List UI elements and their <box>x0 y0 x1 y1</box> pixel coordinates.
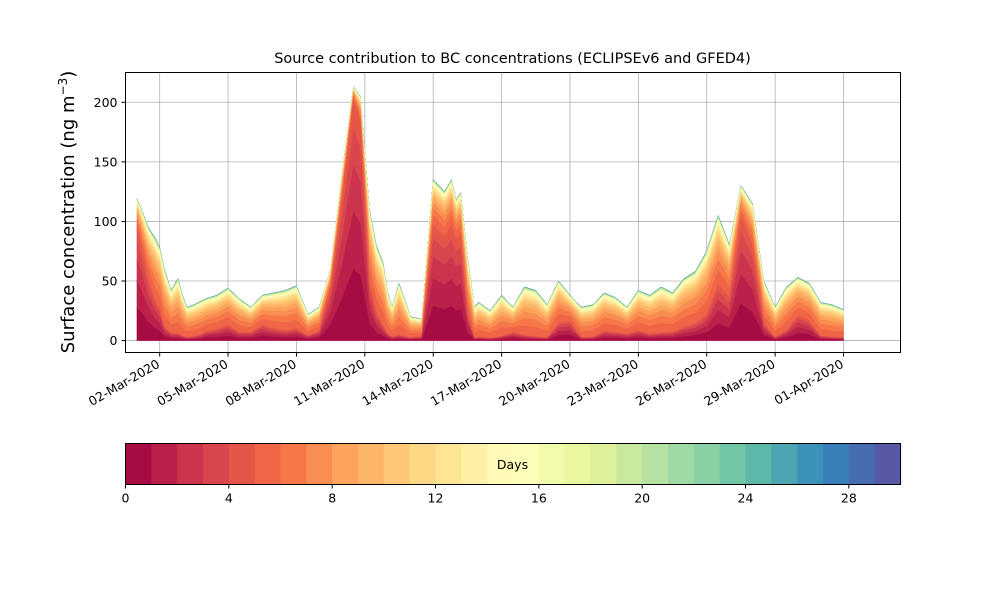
y-tick-label: 150 <box>94 154 118 169</box>
area-band-day-0 <box>136 268 844 341</box>
colorbar-bin <box>280 443 307 485</box>
colorbar-tick-label: 0 <box>122 491 130 506</box>
x-tick-label: 20-Mar-2020 <box>496 356 572 409</box>
x-tick-label: 01-Apr-2020 <box>772 356 846 408</box>
colorbar-bin <box>642 443 669 485</box>
colorbar-label: Days <box>497 457 528 472</box>
colorbar-bin <box>719 443 747 485</box>
colorbar-bin <box>668 443 695 485</box>
colorbar-bin <box>435 443 462 485</box>
x-tick-label: 02-Mar-2020 <box>86 356 162 409</box>
x-tick-label: 08-Mar-2020 <box>223 356 299 409</box>
x-tick-label: 17-Mar-2020 <box>428 356 504 409</box>
colorbar-tick-label: 4 <box>225 491 233 506</box>
colorbar-bin <box>228 443 256 485</box>
y-tick-label: 0 <box>110 333 118 348</box>
y-tick-label: 50 <box>102 274 118 289</box>
plot-frame <box>125 72 901 353</box>
colorbar-bin <box>874 443 902 485</box>
colorbar-bin <box>590 443 617 485</box>
colorbar <box>125 443 902 485</box>
colorbar-tick-label: 24 <box>738 491 754 506</box>
colorbar-bin <box>693 443 721 485</box>
colorbar-ticks: 0 4 8 12 16 20 24 28 <box>122 484 857 506</box>
colorbar-bin <box>745 443 772 485</box>
colorbar-bin <box>254 443 282 485</box>
colorbar-bin <box>823 443 850 485</box>
colorbar-bin <box>616 443 643 485</box>
colorbar-bin <box>564 443 592 485</box>
colorbar-frame <box>125 443 901 485</box>
y-axis-label-close: ) <box>58 71 79 78</box>
stacked-areas <box>136 86 844 341</box>
colorbar-bin <box>513 443 540 485</box>
y-axis-label-main: Surface concentration (ng m <box>58 95 79 353</box>
colorbar-bin <box>797 443 824 485</box>
x-tick-label: 26-Mar-2020 <box>633 356 709 409</box>
x-tick-label: 14-Mar-2020 <box>359 356 435 409</box>
colorbar-tick-label: 8 <box>328 491 336 506</box>
y-tick-label: 100 <box>94 214 118 229</box>
x-tick-label: 05-Mar-2020 <box>154 356 230 409</box>
y-axis-label-exponent: −3 <box>56 78 70 96</box>
y-tick-label: 200 <box>94 95 118 110</box>
y-axis-ticks: 0 50 100 150 200 <box>94 95 126 348</box>
colorbar-tick-label: 28 <box>841 491 857 506</box>
y-axis-label: Surface concentration (ng m−3) <box>56 71 79 354</box>
colorbar-bin <box>461 443 488 485</box>
colorbar-tick-label: 16 <box>531 491 547 506</box>
colorbar-bin <box>306 443 333 485</box>
colorbar-bin <box>151 443 178 485</box>
colorbar-bin <box>538 443 566 485</box>
colorbar-bin <box>771 443 798 485</box>
colorbar-bin <box>358 443 385 485</box>
colorbar-bin <box>203 443 230 485</box>
colorbar-bin <box>125 443 152 485</box>
x-tick-label: 29-Mar-2020 <box>701 356 777 409</box>
colorbar-bin <box>332 443 359 485</box>
colorbar-bin <box>848 443 876 485</box>
x-tick-label: 11-Mar-2020 <box>291 356 367 409</box>
x-tick-label: 23-Mar-2020 <box>564 356 640 409</box>
x-axis-ticks: 02-Mar-202005-Mar-202008-Mar-202011-Mar-… <box>86 352 846 409</box>
colorbar-tick-label: 20 <box>634 491 650 506</box>
colorbar-tick-label: 12 <box>428 491 444 506</box>
colorbar-bin <box>487 443 514 485</box>
colorbar-bin <box>383 443 411 485</box>
colorbar-bin <box>409 443 437 485</box>
chart-title: Source contribution to BC concentrations… <box>274 51 751 67</box>
colorbar-bin <box>177 443 204 485</box>
